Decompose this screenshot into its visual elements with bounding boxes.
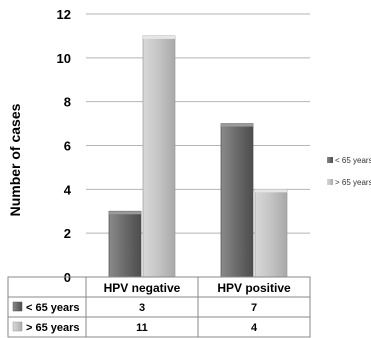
bar-top-highlight	[109, 211, 141, 215]
bar-over-65	[254, 188, 288, 278]
category-label: HPV negative	[104, 281, 181, 295]
y-tick-label: 8	[64, 95, 71, 110]
table-cell: 7	[251, 302, 257, 314]
table-row-label: > 65 years	[26, 322, 80, 334]
table-cell: 3	[139, 302, 145, 314]
table-cell: 4	[251, 322, 258, 334]
bar-top-highlight	[255, 189, 287, 193]
legend-swatch-over-65	[327, 179, 333, 185]
y-tick-label: 6	[64, 139, 71, 154]
y-axis-label: Number of cases	[7, 103, 23, 216]
y-tick-label: 10	[57, 51, 71, 66]
y-tick-label: 2	[64, 226, 71, 241]
table-cell: 11	[136, 322, 148, 334]
table-border	[7, 276, 311, 338]
table-swatch-over-65	[12, 321, 23, 332]
bar-top-highlight	[143, 35, 175, 39]
table-row-label: < 65 years	[26, 302, 80, 314]
table-swatch-under-65	[12, 301, 23, 312]
bar-under-65	[108, 210, 142, 278]
bar-over-65	[142, 35, 176, 278]
bar-top-highlight	[221, 123, 253, 127]
legend-label: < 65 years	[335, 156, 371, 165]
legend-swatch-under-65	[327, 157, 333, 163]
bar-under-65	[220, 123, 254, 278]
category-label: HPV positive	[217, 281, 291, 295]
bars	[108, 35, 288, 278]
data-table: HPV negative HPV positive < 65 years > 6…	[7, 276, 311, 338]
legend-label: > 65 years	[335, 178, 371, 187]
y-tick-label: 12	[57, 7, 71, 22]
y-tick-label: 4	[64, 182, 72, 197]
legend: < 65 years > 65 years	[327, 156, 371, 187]
